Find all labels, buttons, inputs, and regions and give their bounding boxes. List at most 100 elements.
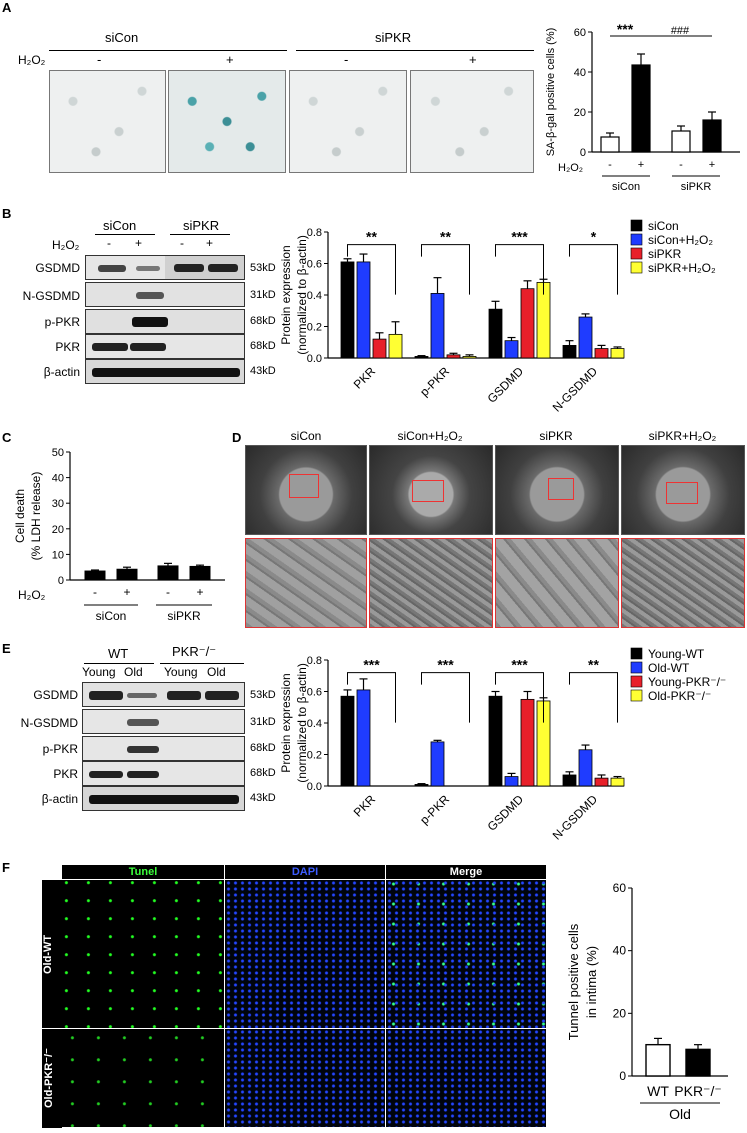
chart-e-category-label: N-GSDMD [550,792,601,843]
chart-c-group-label: siPKR [167,609,201,623]
fluor-pkr-merge [386,1029,547,1128]
chart-b-bar [388,333,403,359]
blot-e-label-ppkr: p-PKR [42,742,78,756]
chart-c-sign: - [166,585,170,599]
chart-a-sign: + [709,159,715,171]
chart-e-category-label: p-PKR [417,792,452,827]
chart-e-bar [562,774,577,787]
chart-f-y-label: in intima (%) [584,946,599,1018]
blot-b-kd-ngsdmd: 31kD [250,289,276,301]
blot-e-kd-actin: 43kD [250,792,276,804]
blot-e-group-pkr: PKR⁻/⁻ [172,644,217,659]
sem-label-3: siPKR [539,429,573,443]
chart-a-y-label: SA-β-gal positive cells (%) [545,28,557,157]
chart-e-legend-swatch [630,661,643,674]
chart-f-y-tick-label: 40 [613,944,627,958]
chart-e-bar [504,776,519,787]
chart-b-bar [430,293,445,359]
chart-f-y-tick-label: 0 [619,1069,626,1083]
chart-a-y-tick-label: 60 [574,27,586,39]
sem-overview-3 [495,445,619,535]
chart-c-bar [157,565,179,581]
chart-c-y-tick-label: 0 [58,575,64,587]
fluor-row-label-pkr: Old-PKR⁻/⁻ [42,1029,62,1128]
blot-e-band-ppkr [82,736,245,761]
panel-letter-d: D [232,430,242,445]
chart-b-bar [340,261,355,359]
chart-a-sign: - [679,159,683,171]
blot-b-line-sicon [95,234,155,235]
blot-e-band-pkr [82,761,245,786]
chart-a-y-tick-label: 20 [574,107,586,119]
blot-e-sub-4: Old [207,665,226,679]
fluor-row-label-wt: Old-WT [42,880,62,1028]
blot-e-sub-3: Young [164,665,198,679]
chart-a-group-label: siPKR [681,181,712,193]
chart-c-treatment: H₂O₂ [18,588,46,602]
chart-c-y-tick-label: 20 [52,524,64,536]
chart-c-y-tick-label: 50 [52,447,64,459]
chart-b-legend-swatch [630,247,643,260]
sem-zoom-2 [369,538,493,628]
blot-b-line-sipkr [170,234,230,235]
chart-b-legend-label: siCon [648,219,679,233]
chart-b-category-label: N-GSDMD [550,364,601,415]
chart-a-bar [671,130,691,153]
chart-b-legend-swatch [630,261,643,274]
sign-4: + [469,52,477,67]
micrograph-sicon-control [49,70,166,173]
blot-e-label-pkr: PKR [53,767,78,781]
chart-c-y-tick-label: 30 [52,498,64,510]
chart-b-legend-label: siPKR+H₂O₂ [648,261,716,275]
chart-a-y-tick-label: 0 [580,147,586,159]
sign-3: - [344,52,349,67]
chart-f-category-label: WT [647,1083,669,1099]
chart-b-bar [488,308,503,359]
micrograph-sipkr-control [289,70,407,173]
chart-b: 0.0 0.2 0.4 0.6 0.8 Protein expression (normal… [279,219,716,415]
panel-letter-a: A [2,0,12,15]
sem-zoom-3 [495,538,619,628]
chart-c-bar [189,565,211,581]
chart-b-bar [372,338,387,359]
blot-e-kd-gsdmd: 53kD [250,689,276,701]
fluor-wt-tunel [62,880,225,1029]
chart-b-bar [594,348,609,359]
chart-f: 0 20 40 60 Tunnel positive cells in intima (%… [566,881,728,1122]
chart-f-bar [645,1043,671,1077]
fluor-wt-merge [386,880,547,1029]
fluor-head-tunel: Tunel [62,865,224,879]
chart-b-bar [462,356,477,359]
chart-e-y-tick-label: 0.4 [307,718,322,730]
chart-f-bar [685,1048,711,1077]
chart-e-bar [414,784,429,787]
blot-e-kd-ppkr: 68kD [250,742,276,754]
chart-e-bar [610,777,625,787]
chart-a-bar [702,119,722,153]
chart-b-sig-bracket [421,244,470,295]
chart-e-sig-label: *** [511,657,528,673]
chart-b-y-tick-label: 0.2 [307,322,322,334]
chart-b-sig-label: ** [366,229,377,245]
fluor-pkr-dapi [225,1029,386,1128]
chart-b-sig-bracket [347,244,396,295]
chart-a-y-tick-label: 40 [574,67,586,79]
chart-e-category-label: PKR [351,792,379,820]
chart-e-legend-swatch [630,675,643,688]
chart-b-category-label: GSDMD [485,364,527,406]
blot-b-kd-gsdmd: 53kD [250,262,276,274]
chart-a: 0 20 40 60 SA-β-gal positive cells (%) - + - + H₂… [545,21,740,193]
chart-e: 0.0 0.2 0.4 0.6 0.8 Protein expression (normal… [279,647,726,843]
blot-e-label-ngsdmd: N-GSDMD [20,716,78,730]
fluor-wt-dapi [225,880,386,1029]
chart-f-group-label: Old [669,1106,691,1122]
blot-e-group-wt: WT [108,646,129,661]
chart-e-sig-label: *** [363,657,380,673]
chart-a-bar [631,64,651,153]
blot-e-band-gsdmd [82,682,245,707]
sign-2: + [226,52,234,67]
treatment-label: H₂O₂ [18,53,46,67]
chart-b-sig-label: *** [511,229,528,245]
chart-e-y-tick-label: 0.8 [307,655,322,667]
chart-f-category-label: PKR⁻/⁻ [674,1083,721,1099]
